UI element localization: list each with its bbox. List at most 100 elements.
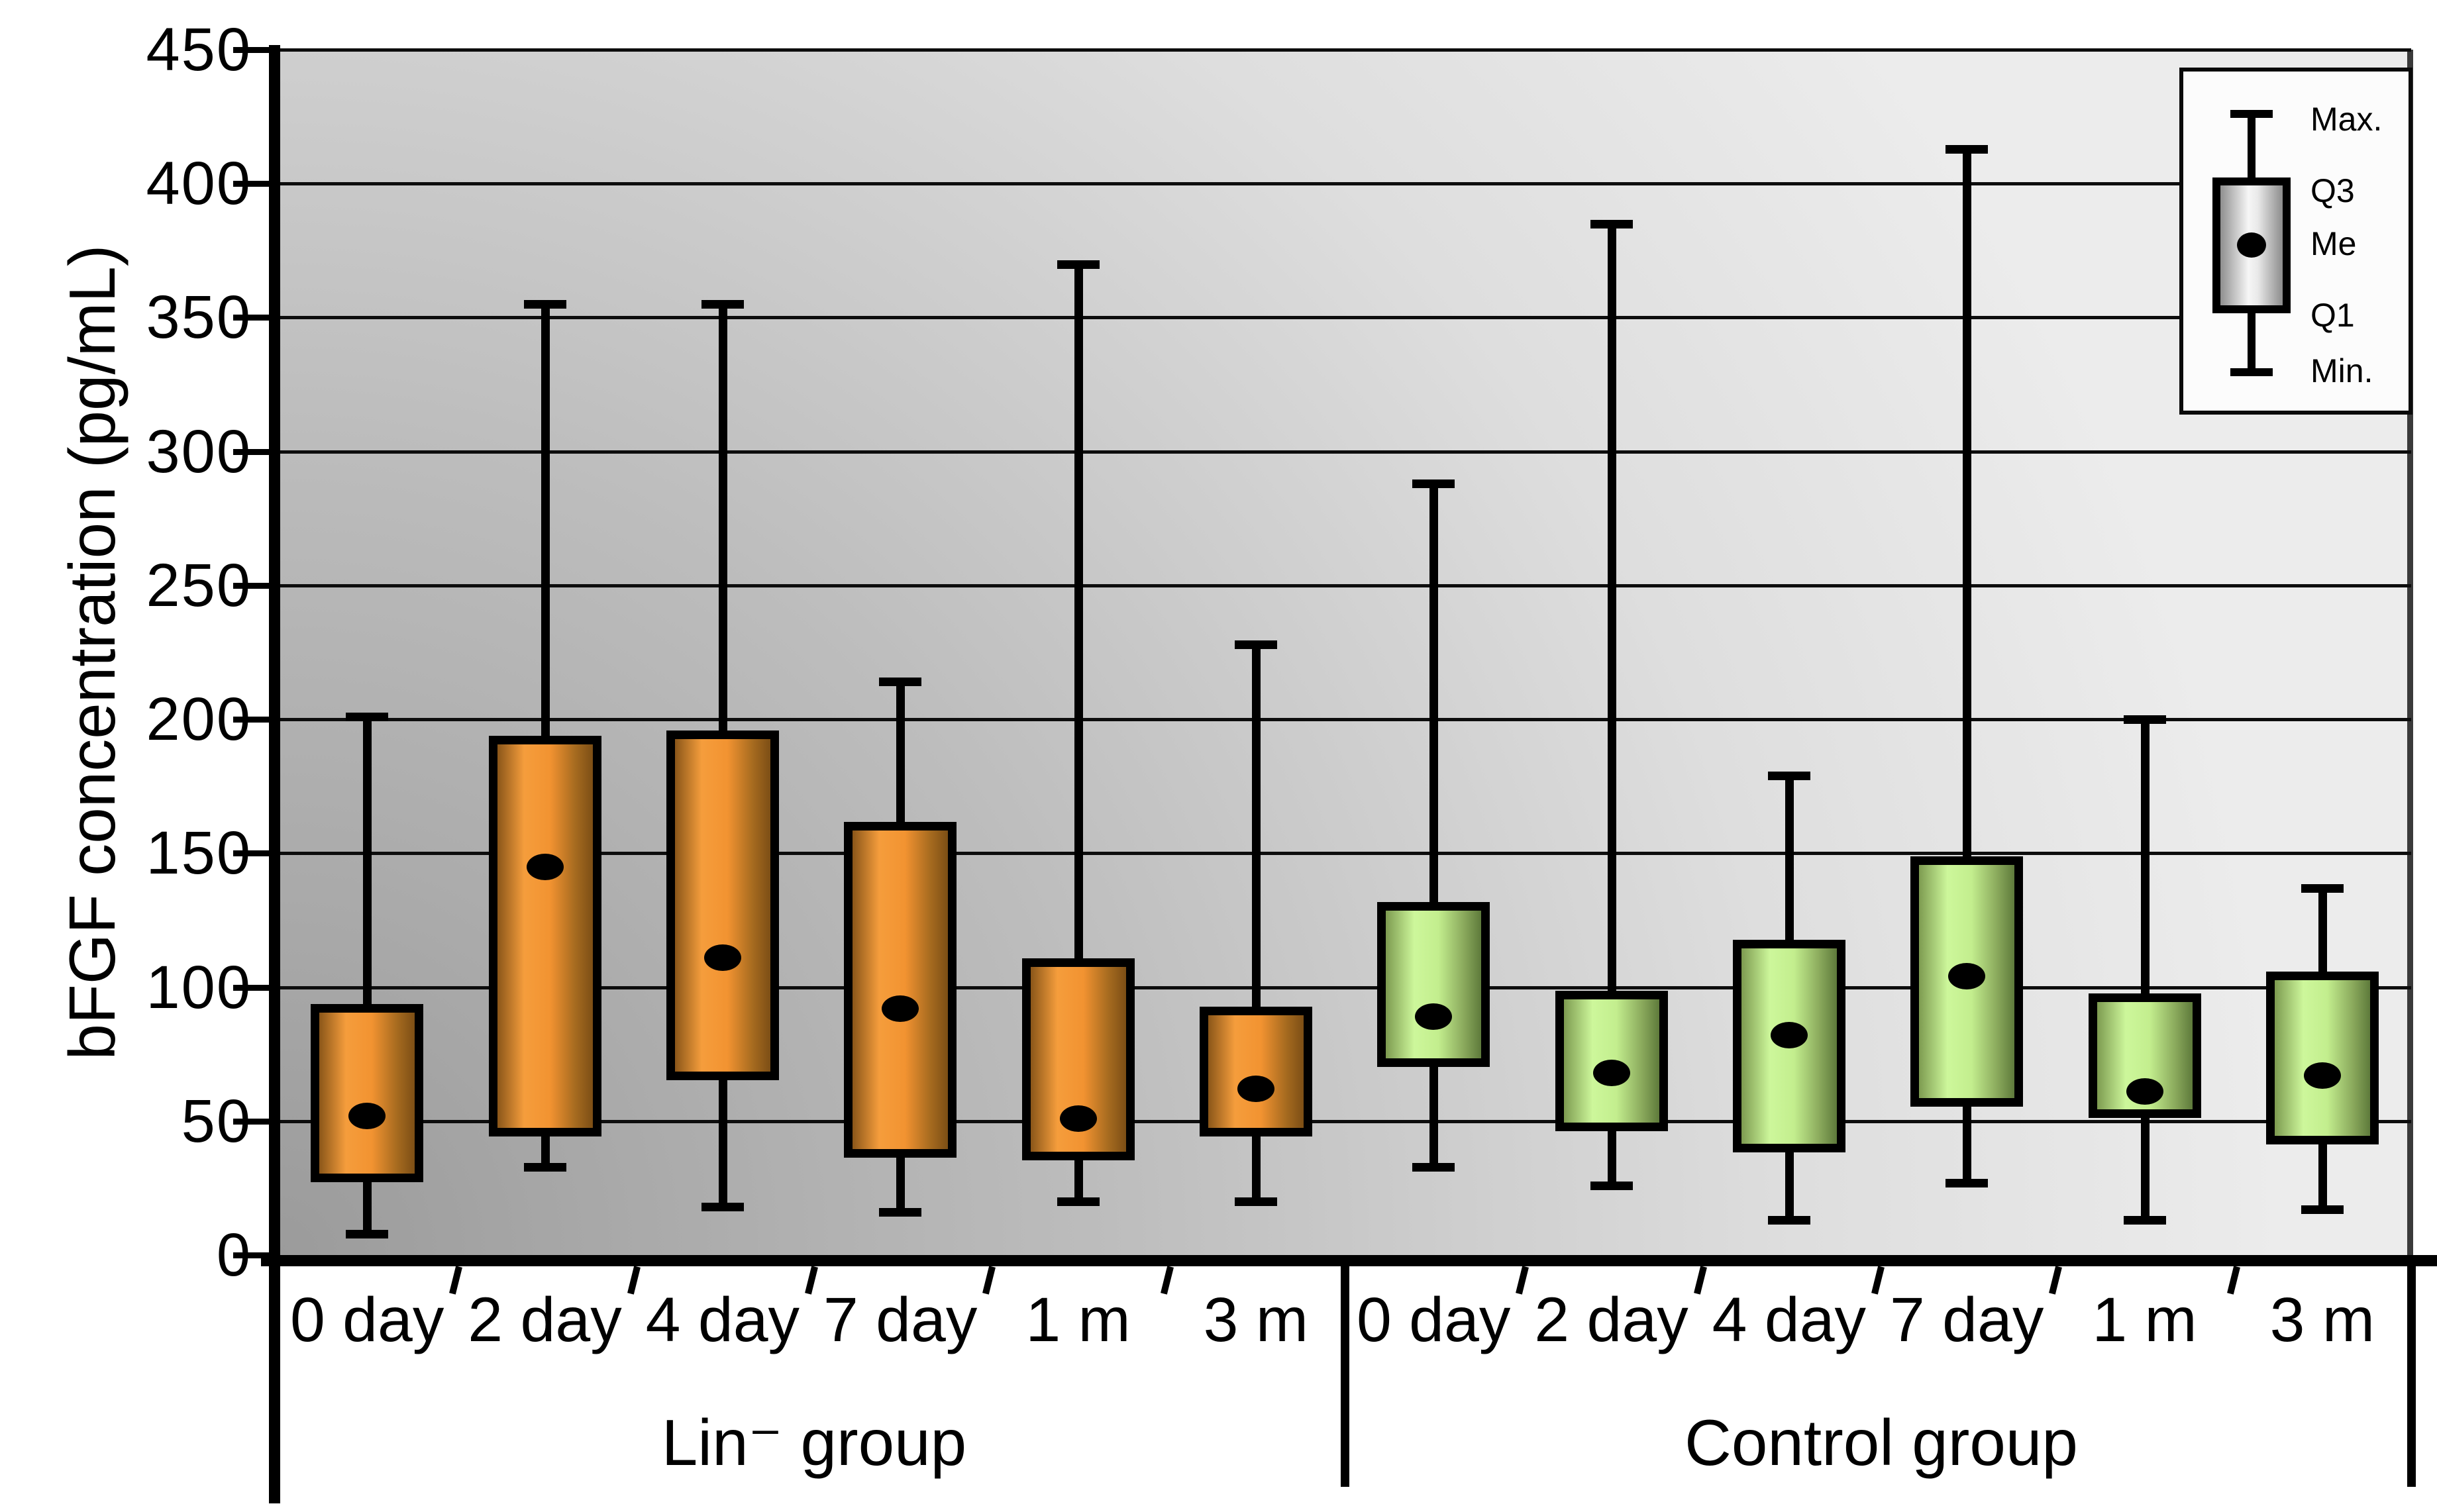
y-tick-label: 0 <box>216 1221 252 1289</box>
y-axis-tick <box>233 448 269 455</box>
category-label: 3 m <box>2269 1285 2375 1355</box>
y-axis-tick <box>233 717 269 723</box>
plot-background <box>278 50 2411 1255</box>
median-dot <box>2303 1062 2341 1089</box>
category-label: 0 day <box>289 1285 444 1355</box>
y-axis-tick <box>233 582 269 589</box>
legend-label-min: Min. <box>2310 352 2373 389</box>
whisker-cap-min <box>1590 1181 1633 1190</box>
y-axis-line <box>269 45 280 1503</box>
group-label-lin: Lin⁻ group <box>661 1406 967 1479</box>
y-tick-label: 400 <box>146 150 252 218</box>
whisker-cap-min <box>879 1208 922 1217</box>
legend-label-q1: Q1 <box>2310 297 2355 334</box>
y-axis-tick <box>233 47 269 53</box>
median-dot <box>1237 1076 1274 1103</box>
category-label: 4 day <box>1712 1285 1867 1355</box>
whisker-cap-max <box>879 678 922 687</box>
whisker-cap-max <box>2301 883 2344 893</box>
whisker-cap-min <box>346 1229 389 1238</box>
whisker-cap-max <box>1590 219 1633 228</box>
group-divider-middle <box>1341 1255 1349 1487</box>
median-dot <box>348 1102 386 1129</box>
box-body <box>2265 972 2379 1145</box>
y-axis-tick <box>233 1118 269 1125</box>
legend-max-cap <box>2230 110 2273 118</box>
legend-label-q3: Q3 <box>2310 172 2355 209</box>
category-label: 7 day <box>1889 1285 2044 1355</box>
box-body <box>1377 902 1490 1067</box>
whisker-cap-min <box>1945 1178 1989 1187</box>
whisker-cap-min <box>1057 1197 1100 1207</box>
whisker-cap-max <box>1057 260 1100 269</box>
category-label: 1 m <box>2092 1285 2197 1355</box>
whisker-cap-max <box>1412 479 1455 489</box>
box-body <box>1199 1006 1312 1136</box>
median-dot <box>526 853 564 880</box>
gridline <box>278 182 2411 186</box>
whisker-cap-min <box>1412 1162 1455 1172</box>
whisker-cap-min <box>701 1203 744 1212</box>
y-tick-label: 100 <box>146 953 252 1021</box>
y-tick-label: 50 <box>181 1087 252 1155</box>
median-dot <box>1415 1003 1453 1031</box>
whisker-cap-max <box>2123 715 2166 725</box>
y-tick-label: 200 <box>146 685 252 754</box>
y-axis-tick <box>233 850 269 857</box>
category-label: 2 day <box>468 1285 622 1355</box>
legend-min-cap <box>2230 368 2273 376</box>
legend: Max. Q3 Me Q1 Min. <box>2179 68 2412 415</box>
y-axis-tick <box>233 984 269 991</box>
y-tick-label: 300 <box>146 417 252 485</box>
group-label-control: Control group <box>1685 1406 2078 1479</box>
box-whisker <box>2140 719 2150 1221</box>
box-body <box>666 731 779 1081</box>
y-axis-tick <box>233 1252 269 1258</box>
median-dot <box>1059 1105 1097 1132</box>
median-dot <box>1948 963 1986 990</box>
category-label: 0 day <box>1356 1285 1511 1355</box>
median-dot <box>1770 1022 1808 1049</box>
legend-median-dot <box>2237 232 2266 258</box>
category-label: 2 day <box>1534 1285 1688 1355</box>
box-body <box>844 821 957 1158</box>
category-label: 1 m <box>1025 1285 1131 1355</box>
y-tick-label: 150 <box>146 819 252 887</box>
gridline <box>278 450 2411 454</box>
gridline <box>278 718 2411 722</box>
box-whisker <box>1607 223 1616 1185</box>
category-label: 7 day <box>823 1285 978 1355</box>
y-tick-label: 250 <box>146 551 252 619</box>
category-label: 3 m <box>1203 1285 1309 1355</box>
whisker-cap-max <box>346 713 389 722</box>
whisker-cap-max <box>1767 772 1810 781</box>
gridline <box>278 852 2411 856</box>
gridline <box>278 1119 2411 1123</box>
legend-lower-whisker <box>2248 310 2256 373</box>
gridline <box>278 583 2411 587</box>
whisker-cap-min <box>1767 1216 1810 1225</box>
y-tick-label: 350 <box>146 283 252 352</box>
gridline <box>278 985 2411 989</box>
whisker-cap-min <box>1234 1197 1277 1207</box>
box-body <box>488 736 601 1136</box>
category-label: 4 day <box>645 1285 800 1355</box>
box-body <box>311 1003 424 1182</box>
plot-right-border <box>2407 50 2413 1258</box>
gridline <box>278 316 2411 320</box>
legend-label-me: Me <box>2310 225 2357 262</box>
y-axis-tick <box>233 315 269 321</box>
legend-upper-whisker <box>2248 114 2256 177</box>
whisker-cap-min <box>523 1162 566 1172</box>
legend-label-max: Max. <box>2310 101 2383 138</box>
median-dot <box>882 995 919 1022</box>
whisker-cap-max <box>701 300 744 309</box>
median-dot <box>2126 1078 2163 1105</box>
whisker-cap-min <box>2301 1205 2344 1215</box>
median-dot <box>1592 1059 1630 1086</box>
whisker-cap-max <box>1234 640 1277 649</box>
whisker-cap-max <box>1945 144 1989 154</box>
y-tick-label: 450 <box>146 16 252 83</box>
whisker-cap-min <box>2123 1216 2166 1225</box>
